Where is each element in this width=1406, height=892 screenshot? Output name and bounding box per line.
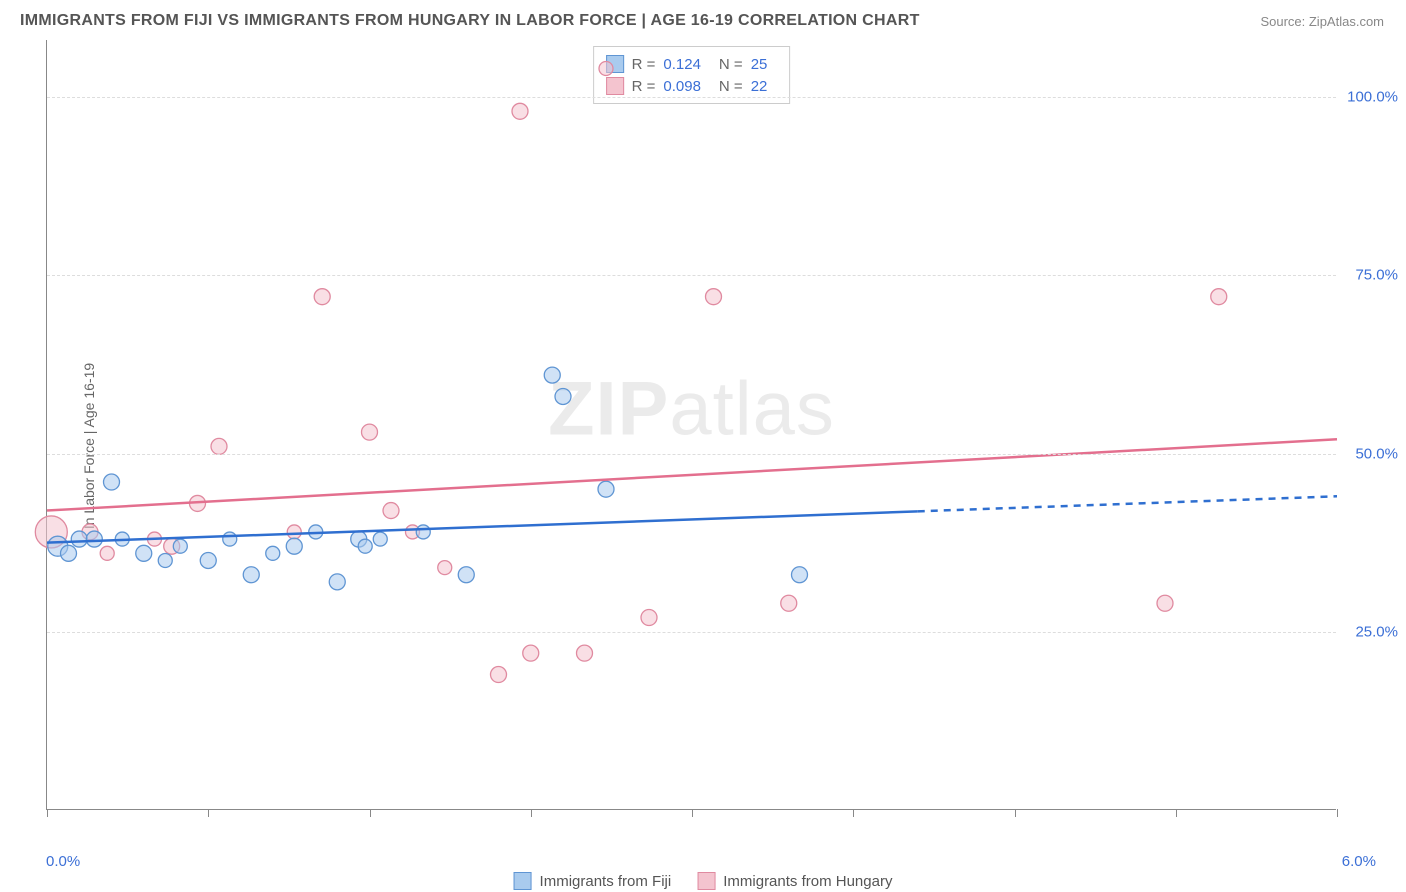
data-point <box>100 546 114 560</box>
trend-line <box>918 496 1337 511</box>
trend-line <box>47 511 918 542</box>
data-point <box>173 539 187 553</box>
data-point <box>287 525 301 539</box>
data-point <box>781 595 797 611</box>
data-point <box>243 567 259 583</box>
data-point <box>286 538 302 554</box>
data-point <box>362 424 378 440</box>
y-tick-label: 100.0% <box>1347 89 1398 106</box>
data-point <box>1211 289 1227 305</box>
source-attribution: Source: ZipAtlas.com <box>1260 14 1384 29</box>
chart-title: IMMIGRANTS FROM FIJI VS IMMIGRANTS FROM … <box>20 12 920 30</box>
data-point <box>329 574 345 590</box>
x-tick-mark <box>370 809 371 817</box>
x-max-label: 6.0% <box>1342 853 1376 870</box>
legend-item-fiji: Immigrants from Fiji <box>514 872 672 890</box>
x-tick-mark <box>692 809 693 817</box>
data-point <box>71 531 87 547</box>
data-point <box>792 567 808 583</box>
data-point <box>86 531 102 547</box>
data-point <box>598 481 614 497</box>
plot-area: ZIPatlas R =0.124 N =25 R =0.098 N =22 2… <box>46 40 1336 810</box>
data-point <box>523 645 539 661</box>
x-min-label: 0.0% <box>46 853 80 870</box>
data-point <box>136 545 152 561</box>
legend-item-hungary: Immigrants from Hungary <box>697 872 892 890</box>
data-point <box>104 474 120 490</box>
data-point <box>383 503 399 519</box>
data-point <box>458 567 474 583</box>
data-point <box>211 438 227 454</box>
data-point <box>158 553 172 567</box>
data-point <box>555 388 571 404</box>
data-point <box>416 525 430 539</box>
gridline <box>47 632 1336 633</box>
x-tick-mark <box>853 809 854 817</box>
data-point <box>512 103 528 119</box>
data-point <box>314 289 330 305</box>
data-point <box>373 532 387 546</box>
data-point <box>358 539 372 553</box>
x-tick-mark <box>47 809 48 817</box>
trend-line <box>47 439 1337 510</box>
fiji-swatch <box>514 872 532 890</box>
data-point <box>1157 595 1173 611</box>
data-point <box>61 545 77 561</box>
data-point <box>200 552 216 568</box>
data-point <box>544 367 560 383</box>
plot-svg <box>47 40 1336 809</box>
data-point <box>599 62 613 76</box>
data-point <box>706 289 722 305</box>
data-point <box>491 667 507 683</box>
y-tick-label: 75.0% <box>1355 267 1398 284</box>
gridline <box>47 454 1336 455</box>
y-tick-label: 50.0% <box>1355 445 1398 462</box>
gridline <box>47 275 1336 276</box>
data-point <box>438 561 452 575</box>
series-legend: Immigrants from Fiji Immigrants from Hun… <box>514 872 893 890</box>
x-tick-mark <box>1015 809 1016 817</box>
x-tick-mark <box>531 809 532 817</box>
x-tick-mark <box>1176 809 1177 817</box>
legend-label: Immigrants from Fiji <box>540 873 672 890</box>
data-point <box>577 645 593 661</box>
data-point <box>266 546 280 560</box>
x-tick-mark <box>208 809 209 817</box>
hungary-swatch <box>697 872 715 890</box>
data-point <box>641 610 657 626</box>
gridline <box>47 97 1336 98</box>
data-point <box>223 532 237 546</box>
legend-label: Immigrants from Hungary <box>723 873 892 890</box>
x-tick-mark <box>1337 809 1338 817</box>
y-tick-label: 25.0% <box>1355 623 1398 640</box>
